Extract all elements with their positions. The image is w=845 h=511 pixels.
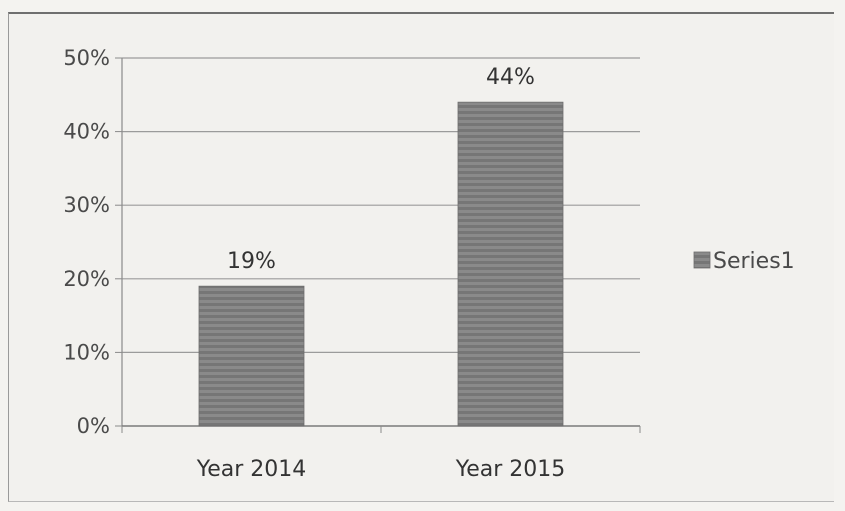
bars (198, 101, 564, 427)
legend-swatch (693, 251, 711, 269)
labels: 0% 10% 20% 30% 40% 50% 19% Year 2014 44% Year 201… (63, 46, 565, 482)
data-label: 19% (227, 249, 276, 274)
y-tick-label: 10% (63, 340, 110, 364)
y-tick-label: 40% (63, 120, 110, 144)
y-tick-label: 50% (63, 46, 110, 70)
bar-year-2015 (457, 101, 564, 427)
y-tick-label: 20% (63, 267, 110, 291)
y-tick-label: 30% (63, 193, 110, 217)
y-tick-label: 0% (77, 414, 110, 438)
x-category-label: Year 2015 (455, 457, 566, 482)
bar-year-2014 (198, 285, 305, 427)
legend: Series1 (693, 249, 795, 274)
data-label: 44% (486, 65, 535, 90)
x-category-label: Year 2014 (196, 457, 307, 482)
legend-label: Series1 (713, 249, 795, 274)
